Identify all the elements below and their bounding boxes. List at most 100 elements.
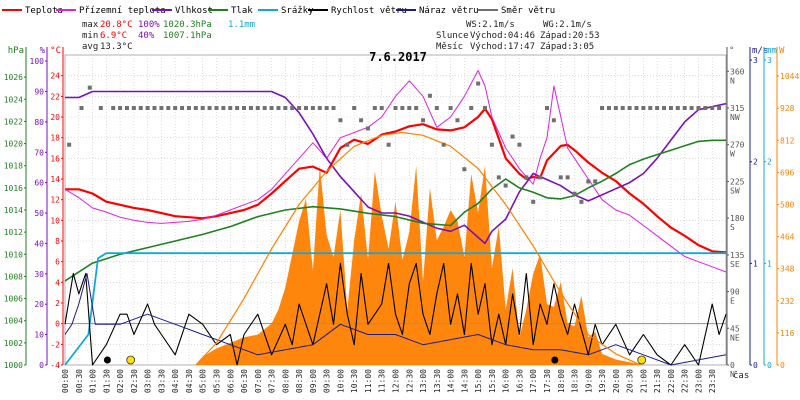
- wind-direction-point: [338, 118, 343, 123]
- wind-direction-point: [606, 106, 611, 111]
- pressure-axis-tick-label: 1022: [4, 117, 23, 126]
- wind-direction-point: [441, 142, 446, 147]
- legend-label-dir: Směr větru: [501, 6, 555, 16]
- wind-direction-point: [221, 106, 226, 111]
- radiation-axis-tick-label: 928: [780, 104, 795, 113]
- x-tick-label: 20:30: [626, 369, 635, 393]
- direction-axis-tick-label: 315: [730, 104, 745, 113]
- wind-direction-point: [180, 106, 185, 111]
- direction-axis-compass-label: W: [730, 150, 735, 159]
- wind-direction-point: [496, 175, 501, 180]
- wind-direction-point: [345, 142, 350, 147]
- series-lines: [64, 70, 727, 366]
- sunrise-marker: [126, 355, 136, 365]
- direction-axis-tick-label: 180: [730, 214, 745, 223]
- wind-direction-point: [675, 106, 680, 111]
- wind-direction-point: [200, 106, 205, 111]
- wind-direction-point: [517, 142, 522, 147]
- x-tick-label: 12:30: [405, 369, 414, 393]
- rain-axis-unit: mm: [766, 46, 777, 56]
- pressure-axis-tick-label: 1016: [4, 184, 23, 193]
- humidity-axis-tick-label: 50: [34, 209, 44, 218]
- wind-direction-point: [627, 106, 632, 111]
- radiation-axis-tick-label: 464: [780, 233, 795, 242]
- axes: 00:00 00:30 01:00 01:30 02:00 02:30 03:00 03:30…: [4, 46, 800, 393]
- temperature-axis-tick-label: -2: [50, 340, 60, 349]
- humidity-axis-tick-label: 100: [30, 57, 45, 66]
- wind-direction-point: [269, 106, 274, 111]
- wind-direction-point: [469, 106, 474, 111]
- wind-direction-point: [386, 142, 391, 147]
- moonrise-time: Východ:17:47: [470, 42, 535, 52]
- stats-max-press: 1020.3hPa: [163, 20, 212, 30]
- wind-direction-point: [503, 183, 508, 188]
- x-tick-label: 17:00: [529, 369, 538, 393]
- wind-direction-point: [641, 106, 646, 111]
- x-tick-label: 01:30: [102, 369, 111, 393]
- wind-direction-point: [393, 106, 398, 111]
- wind-direction-point: [207, 106, 212, 111]
- rain-axis-tick-label: 2: [767, 158, 772, 167]
- x-tick-label: 23:30: [708, 369, 717, 393]
- temperature-axis-tick-label: 10: [50, 216, 60, 225]
- x-tick-label: 15:30: [488, 369, 497, 393]
- x-tick-label: 06:00: [226, 369, 235, 393]
- direction-axis-tick-label: 360: [730, 67, 745, 76]
- sunset-marker: [637, 355, 647, 365]
- wind-direction-point: [248, 106, 253, 111]
- x-tick-label: 12:00: [392, 369, 401, 393]
- temperature-axis-tick-label: 22: [50, 92, 60, 101]
- x-tick-label: 00:00: [61, 369, 70, 393]
- pressure-axis-tick-label: 1018: [4, 162, 23, 171]
- x-tick-label: 03:00: [144, 369, 153, 393]
- x-tick-label: 05:30: [212, 369, 221, 393]
- x-tick-label: 11:30: [378, 369, 387, 393]
- wind-direction-point: [228, 106, 233, 111]
- wind-direction-point: [696, 106, 701, 111]
- x-tick-label: 21:00: [639, 369, 648, 393]
- temperature-axis-tick-label: 12: [50, 196, 60, 205]
- legend-label-wind: Rychlost větru: [331, 6, 407, 16]
- pressure-axis-tick-label: 1006: [4, 295, 23, 304]
- moonset-time: Západ:3:05: [540, 42, 594, 52]
- series-wind: [64, 262, 727, 366]
- temperature-axis-tick-label: -4: [50, 361, 60, 370]
- legend-label-hum: Vlhkost: [175, 6, 213, 16]
- wind-speed-axis-tick-label: 2: [753, 158, 758, 167]
- direction-axis-tick-label: 270: [730, 141, 745, 150]
- wind-direction-point: [79, 106, 84, 111]
- temperature-axis-tick-label: 20: [50, 113, 60, 122]
- legend-label-press: Tlak: [231, 6, 253, 16]
- wind-direction-point: [186, 106, 191, 111]
- wind-direction-point: [668, 106, 673, 111]
- x-tick-label: 04:30: [185, 369, 194, 393]
- x-tick-label: 22:00: [667, 369, 676, 393]
- legend: Teplota Přízemní teplota Vlhkost Tlak Srážky…: [2, 6, 555, 16]
- x-tick-label: 01:00: [89, 369, 98, 393]
- x-tick-label: 07:00: [254, 369, 263, 393]
- wind-direction-point: [510, 134, 515, 139]
- temperature-axis-tick-label: 8: [55, 237, 60, 246]
- stats-block: max 20.8°C 100% 1020.3hPa 1.1mm min 6.9°…: [82, 20, 255, 52]
- humidity-axis-unit: %: [40, 46, 46, 56]
- series-gust: [64, 273, 727, 366]
- wind-speed-axis-unit: m/s: [752, 46, 768, 56]
- direction-axis-compass-label: N: [730, 76, 735, 85]
- legend-label-feels: Přízemní teplota: [79, 6, 166, 16]
- x-tick-label: 21:30: [653, 369, 662, 393]
- direction-axis-compass-label: SW: [730, 186, 740, 195]
- humidity-axis-tick-label: 20: [34, 300, 44, 309]
- stats-max-temp: 20.8°C: [100, 20, 133, 30]
- temperature-axis-tick-label: 18: [50, 134, 60, 143]
- stats-max-label: max: [82, 20, 99, 30]
- series-hum: [65, 90, 727, 245]
- wind-speed-axis-tick-label: 1: [753, 259, 758, 268]
- wind-direction-point: [717, 106, 722, 111]
- wind-direction-point: [448, 106, 453, 111]
- wind-direction-point: [524, 175, 529, 180]
- direction-axis-tick-label: 0: [730, 361, 735, 370]
- wind-direction-point: [703, 106, 708, 111]
- wind-direction-point: [67, 142, 72, 147]
- rain-axis-tick-label: 1: [767, 259, 772, 268]
